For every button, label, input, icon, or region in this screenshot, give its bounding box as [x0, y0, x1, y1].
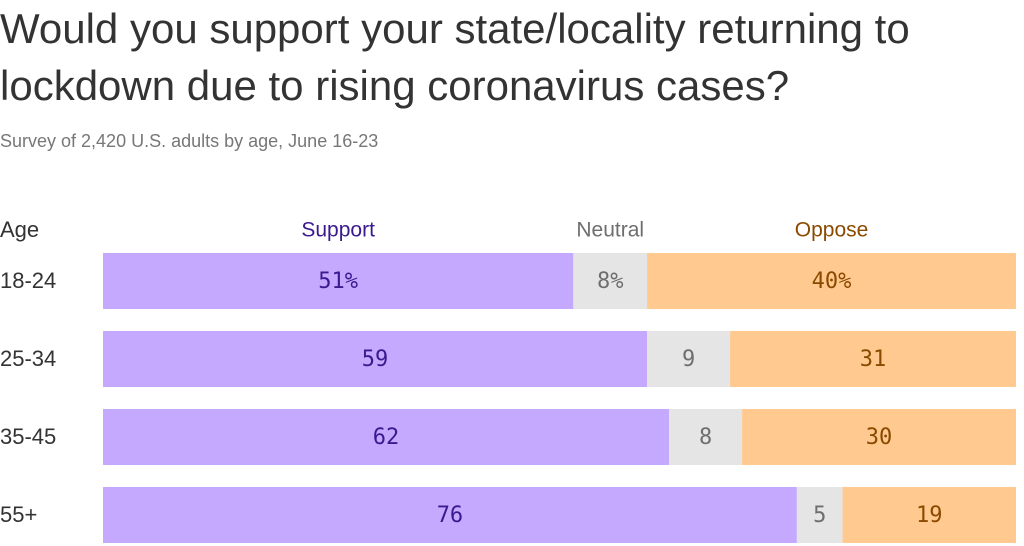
bar-neutral-55+ — [796, 487, 843, 543]
data-label: 19 — [916, 503, 943, 528]
bar-support-18-24 — [103, 253, 574, 309]
bar-support-35-45 — [103, 409, 670, 465]
data-label: 5 — [813, 503, 826, 528]
category-label: 35-45 — [0, 424, 56, 449]
bar-neutral-18-24 — [573, 253, 648, 309]
category-header: Age — [0, 217, 39, 242]
bar-oppose-25-34 — [730, 331, 1016, 387]
legend-label-oppose: Oppose — [795, 219, 869, 242]
data-label: 76 — [437, 503, 464, 528]
bar-oppose-55+ — [842, 487, 1016, 543]
bar-support-25-34 — [103, 331, 648, 387]
data-label: 40% — [812, 269, 852, 294]
bar-neutral-35-45 — [669, 409, 743, 465]
legend-label-neutral: Neutral — [576, 219, 644, 242]
data-label: 51% — [318, 269, 358, 294]
data-label: 31 — [860, 347, 887, 372]
bar-support-55+ — [103, 487, 797, 543]
bar-neutral-25-34 — [647, 331, 731, 387]
chart-title: Would you support your state/locality re… — [0, 5, 910, 109]
data-label: 9 — [682, 347, 695, 372]
chart-canvas: Age Support Neutral Oppose 18-24 51% 8% 40% 25-3… — [0, 217, 1016, 543]
data-label: 8% — [597, 269, 624, 294]
category-label: 55+ — [0, 502, 37, 527]
category-label: 18-24 — [0, 268, 56, 293]
legend-label-support: Support — [301, 219, 375, 242]
bar-oppose-18-24 — [647, 253, 1016, 309]
chart-subtitle: Survey of 2,420 U.S. adults by age, June… — [0, 131, 379, 151]
bar-oppose-35-45 — [742, 409, 1016, 465]
data-label: 59 — [362, 347, 389, 372]
category-label: 25-34 — [0, 346, 56, 371]
data-label: 62 — [373, 425, 400, 450]
stacked-bar-chart: Age Support Neutral Oppose 18-24 51% 8% 40% 25-3… — [0, 200, 1024, 546]
data-label: 30 — [866, 425, 893, 450]
data-label: 8 — [699, 425, 712, 450]
